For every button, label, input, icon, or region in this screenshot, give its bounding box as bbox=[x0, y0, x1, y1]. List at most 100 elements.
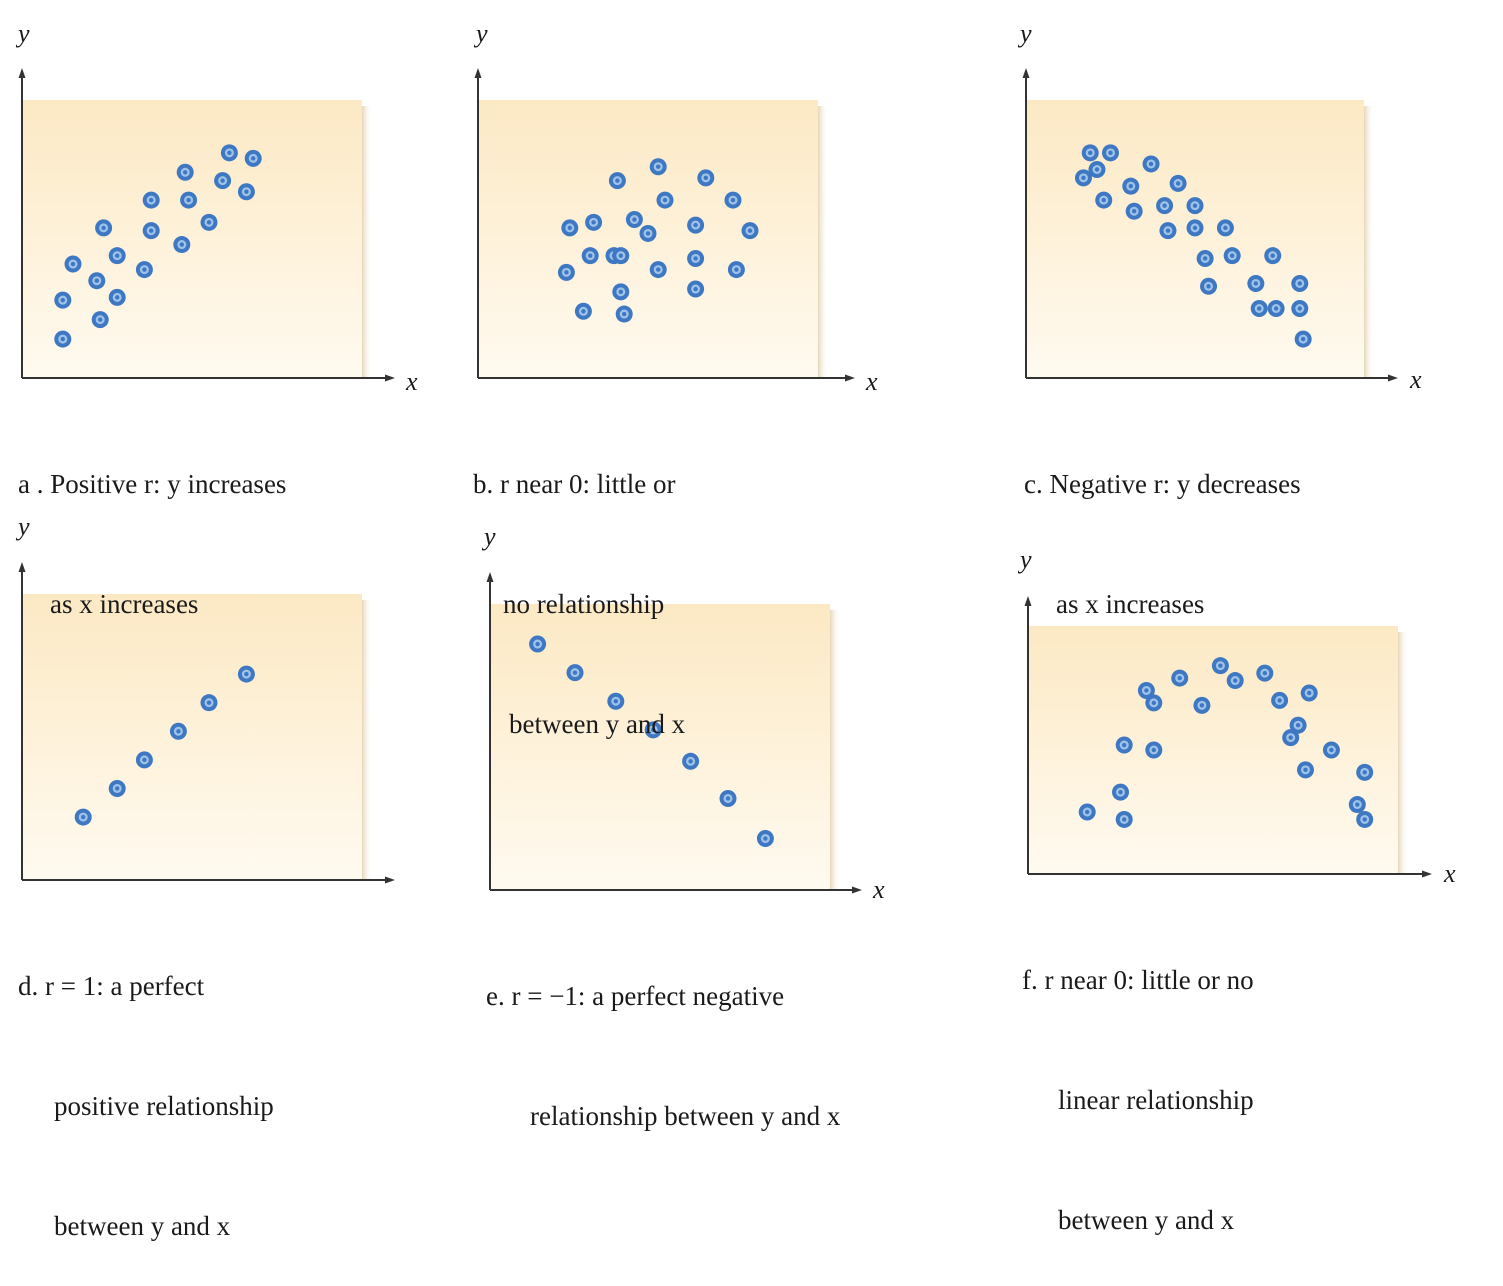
caption-b: b. r near 0: little or no relationship b… bbox=[473, 384, 685, 784]
x-axis-arrow-e bbox=[852, 886, 862, 894]
data-point-f-9 bbox=[1211, 657, 1229, 675]
data-point-b-13 bbox=[649, 261, 667, 279]
plot-panel-c bbox=[1026, 100, 1364, 378]
caption-a-line-1: a . Positive r: y increases bbox=[18, 469, 287, 499]
plot-panel-d bbox=[22, 594, 362, 880]
data-point-f-8 bbox=[1193, 696, 1211, 714]
data-point-a-10 bbox=[142, 222, 160, 240]
panel-shadow-b bbox=[818, 106, 828, 378]
data-point-c-10 bbox=[1169, 174, 1187, 192]
data-point-f-7 bbox=[1171, 669, 1189, 687]
caption-c-line-2: as x increases bbox=[1056, 589, 1205, 619]
data-point-b-1 bbox=[561, 219, 579, 237]
data-point-e-4 bbox=[682, 752, 700, 770]
data-point-f-18 bbox=[1348, 796, 1366, 814]
data-point-c-1 bbox=[1081, 144, 1099, 162]
data-point-f-6 bbox=[1145, 741, 1163, 759]
x-axis-arrow-c bbox=[1388, 374, 1398, 382]
data-point-c-3 bbox=[1095, 191, 1113, 209]
caption-c: c. Negative r: y decreases as x increase… bbox=[1024, 384, 1301, 664]
data-point-f-16 bbox=[1300, 684, 1318, 702]
data-point-c-18 bbox=[1250, 300, 1268, 317]
data-point-a-8 bbox=[135, 261, 153, 279]
data-point-a-17 bbox=[237, 183, 255, 201]
x-axis-arrow-f bbox=[1422, 870, 1432, 878]
y-axis-label-e: y bbox=[481, 522, 496, 551]
x-axis-label-a: x bbox=[405, 367, 418, 396]
data-point-b-12 bbox=[649, 158, 667, 176]
x-axis-label-c: x bbox=[1409, 365, 1422, 394]
data-point-b-20 bbox=[727, 261, 745, 279]
data-point-b-2 bbox=[574, 302, 592, 320]
data-point-c-11 bbox=[1186, 197, 1204, 215]
data-point-c-6 bbox=[1125, 202, 1143, 220]
data-point-a-0 bbox=[54, 330, 72, 348]
data-point-c-16 bbox=[1223, 247, 1241, 265]
caption-c-line-1: c. Negative r: y decreases bbox=[1024, 469, 1301, 499]
data-point-c-8 bbox=[1156, 197, 1174, 215]
y-axis-arrow-b bbox=[474, 68, 482, 78]
data-point-b-11 bbox=[639, 224, 657, 242]
data-point-c-14 bbox=[1200, 277, 1218, 295]
data-point-c-7 bbox=[1142, 155, 1160, 173]
y-axis-arrow-f bbox=[1024, 596, 1032, 606]
data-point-d-2 bbox=[135, 751, 153, 769]
panel-shadow-e bbox=[830, 610, 840, 890]
data-point-f-1 bbox=[1112, 783, 1129, 801]
data-point-f-19 bbox=[1356, 763, 1374, 781]
data-point-b-10 bbox=[625, 211, 643, 229]
caption-f: f. r near 0: little or no linear relatio… bbox=[1022, 880, 1254, 1280]
caption-f-line-3: between y and x bbox=[1058, 1205, 1235, 1235]
x-axis-arrow-a bbox=[385, 374, 395, 382]
caption-a: a . Positive r: y increases as x increas… bbox=[18, 384, 286, 664]
y-axis-label-c: y bbox=[1017, 19, 1032, 48]
chart-e: yx bbox=[481, 522, 885, 904]
data-point-c-2 bbox=[1088, 161, 1106, 178]
data-point-e-2 bbox=[607, 692, 625, 710]
caption-f-line-2: linear relationship bbox=[1058, 1085, 1254, 1115]
caption-f-line-1: f. r near 0: little or no bbox=[1022, 965, 1254, 995]
data-point-b-15 bbox=[687, 280, 705, 298]
data-point-a-2 bbox=[64, 255, 82, 273]
data-point-f-5 bbox=[1145, 694, 1163, 712]
data-point-b-8 bbox=[612, 247, 630, 265]
x-axis-label-e: x bbox=[872, 875, 885, 904]
x-axis-label-f: x bbox=[1443, 859, 1456, 888]
panel-shadow-f bbox=[1398, 632, 1408, 874]
caption-d-line-3: between y and x bbox=[54, 1211, 231, 1241]
data-point-a-14 bbox=[200, 213, 218, 231]
chart-d: y bbox=[15, 512, 395, 884]
data-point-b-19 bbox=[724, 191, 742, 209]
data-point-f-4 bbox=[1137, 681, 1155, 699]
y-axis-arrow-a bbox=[18, 68, 26, 78]
caption-e-line-1: e. r = −1: a perfect negative bbox=[486, 981, 785, 1011]
chart-b: yx bbox=[473, 19, 878, 396]
caption-b-line-3: between y and x bbox=[509, 709, 686, 739]
data-point-e-3 bbox=[644, 721, 662, 739]
data-point-c-4 bbox=[1102, 144, 1119, 162]
panel-shadow-d bbox=[362, 600, 372, 880]
y-axis-arrow-d bbox=[18, 562, 26, 572]
data-point-b-7 bbox=[612, 283, 630, 301]
plot-panel-a bbox=[22, 100, 362, 378]
data-point-b-9 bbox=[615, 305, 633, 323]
data-point-b-17 bbox=[687, 249, 705, 267]
caption-e-line-2: relationship between y and x bbox=[530, 1101, 841, 1131]
data-point-f-20 bbox=[1356, 810, 1374, 828]
y-axis-label-b: y bbox=[473, 19, 488, 48]
chart-c: yx bbox=[1017, 19, 1422, 394]
data-point-e-5 bbox=[719, 789, 737, 807]
data-point-a-13 bbox=[180, 191, 198, 209]
data-point-e-0 bbox=[529, 635, 547, 653]
data-point-c-21 bbox=[1291, 274, 1309, 292]
caption-d: d. r = 1: a perfect positive relationshi… bbox=[18, 886, 274, 1286]
caption-a-line-2: as x increases bbox=[50, 589, 199, 619]
data-point-c-19 bbox=[1264, 247, 1282, 265]
data-point-a-5 bbox=[95, 219, 113, 237]
y-axis-label-f: y bbox=[1017, 545, 1032, 574]
y-axis-label-a: y bbox=[15, 19, 30, 48]
chart-f: yx bbox=[1017, 545, 1456, 888]
data-point-b-21 bbox=[741, 222, 759, 240]
data-point-c-22 bbox=[1291, 300, 1309, 317]
data-point-f-15 bbox=[1297, 761, 1314, 779]
